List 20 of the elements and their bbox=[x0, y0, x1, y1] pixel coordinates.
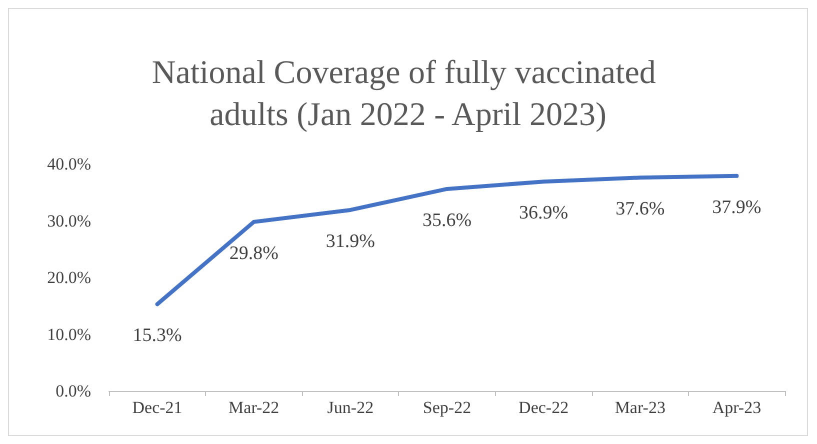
data-label: 35.6% bbox=[422, 210, 472, 231]
data-label: 15.3% bbox=[132, 325, 182, 346]
y-tick-label: 30.0% bbox=[47, 211, 91, 230]
y-tick-label: 0.0% bbox=[56, 382, 91, 400]
data-label: 36.9% bbox=[519, 202, 568, 224]
x-tick-label: Sep-22 bbox=[422, 398, 472, 417]
chart-title: National Coverage of fully vaccinated adults (Jan 2022 - April 2023) bbox=[152, 55, 664, 133]
y-tick-label: 10.0% bbox=[47, 324, 91, 344]
x-tick-label: Mar-23 bbox=[614, 398, 666, 417]
x-tick-label: Mar-22 bbox=[228, 398, 280, 417]
data-label: 31.9% bbox=[326, 230, 376, 252]
x-tick-label: Dec-22 bbox=[518, 398, 569, 417]
y-tick-label: 20.0% bbox=[47, 268, 91, 287]
data-label: 37.9% bbox=[712, 196, 762, 218]
data-label: 37.6% bbox=[616, 198, 665, 220]
x-tick-label: Dec-21 bbox=[132, 398, 182, 417]
data-label: 29.8% bbox=[229, 242, 279, 264]
x-tick-label: Apr-23 bbox=[712, 398, 762, 417]
y-tick-label: 40.0% bbox=[47, 154, 91, 174]
x-tick-label: Jun-22 bbox=[327, 398, 374, 417]
